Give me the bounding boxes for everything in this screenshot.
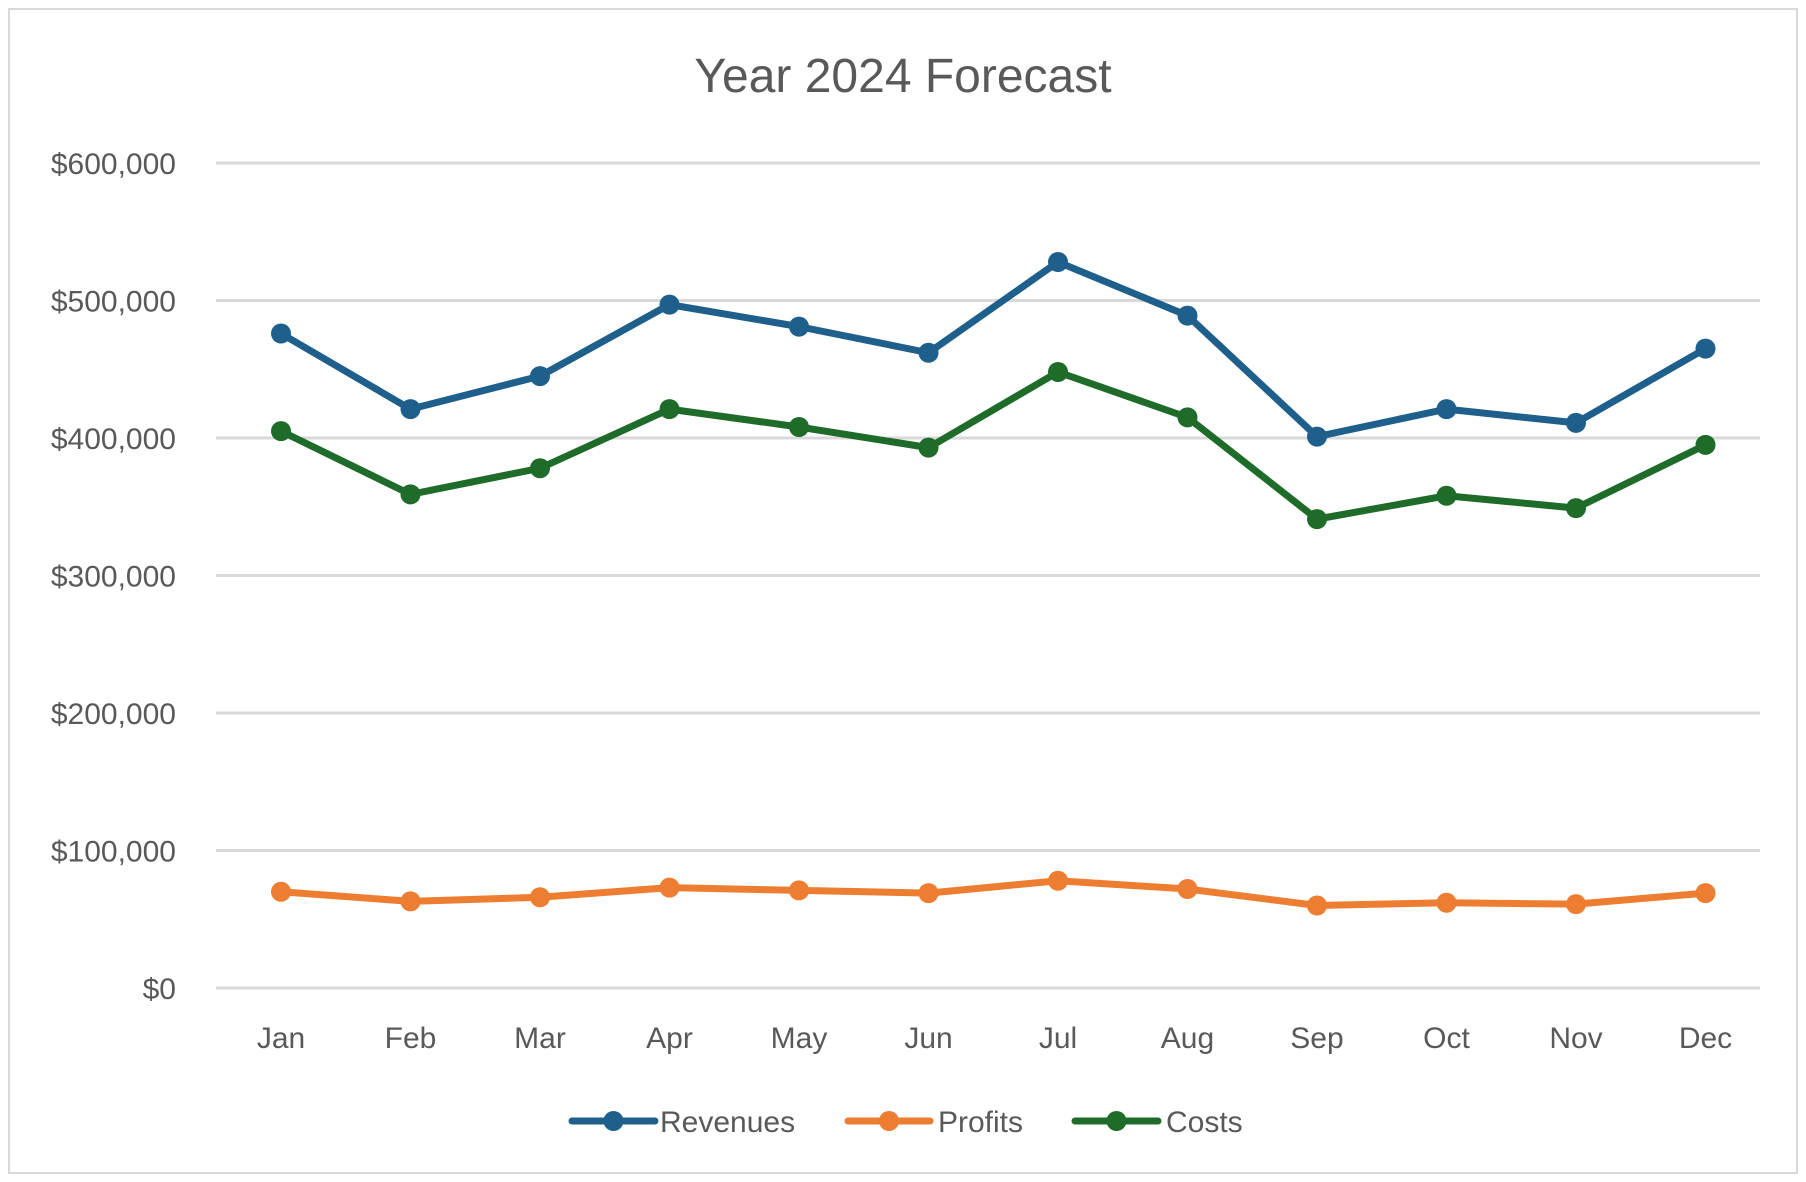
profits-point xyxy=(1048,870,1068,891)
costs-point xyxy=(271,421,291,442)
revenues-point xyxy=(1695,338,1716,359)
legend-swatch-marker xyxy=(603,1111,624,1131)
profits-line xyxy=(277,877,1709,909)
y-tick-label: $300,000 xyxy=(51,561,176,594)
profits-point xyxy=(400,891,421,912)
x-tick-label: Apr xyxy=(646,1022,693,1055)
revenues-point xyxy=(1436,399,1457,420)
y-tick-label: $500,000 xyxy=(51,286,176,319)
legend-item-revenues[interactable]: Revenues xyxy=(568,1106,795,1139)
x-tick-label: Mar xyxy=(514,1022,566,1055)
x-tick-label: Feb xyxy=(385,1022,437,1055)
series-profits xyxy=(271,870,1716,916)
x-tick-label: Sep xyxy=(1290,1022,1343,1055)
profits-point xyxy=(530,887,550,908)
x-tick-label: Oct xyxy=(1423,1022,1470,1055)
profits-point xyxy=(1177,879,1198,899)
revenues-point xyxy=(1177,305,1198,326)
profits-point xyxy=(1436,892,1457,913)
series-revenues xyxy=(271,252,1716,447)
x-tick-label: Dec xyxy=(1679,1022,1732,1055)
x-tick-label: Jun xyxy=(904,1022,952,1055)
profits-point xyxy=(659,877,680,898)
legend-swatch-marker xyxy=(1106,1111,1127,1131)
profits-point xyxy=(271,881,291,902)
y-tick-label: $400,000 xyxy=(51,423,176,456)
x-tick-label: Jul xyxy=(1039,1022,1077,1055)
costs-point xyxy=(530,458,550,479)
profits-point xyxy=(918,883,939,904)
costs-point xyxy=(789,417,809,437)
y-tick-label: $100,000 xyxy=(51,836,176,869)
x-tick-label: May xyxy=(771,1022,828,1055)
legend-item-profits[interactable]: Profits xyxy=(844,1106,1023,1139)
revenues-point xyxy=(789,316,809,337)
x-axis-tick-labels: Jan Feb Mar Apr May Jun Jul Aug Sep Oct Nov Dec xyxy=(257,1022,1732,1055)
costs-point xyxy=(918,437,939,458)
costs-line xyxy=(277,368,1709,523)
legend-swatch-marker xyxy=(879,1111,899,1131)
costs-point xyxy=(659,399,680,420)
revenues-point xyxy=(1566,412,1586,433)
costs-point xyxy=(1307,509,1327,530)
revenues-line xyxy=(277,258,1709,441)
y-tick-label: $600,000 xyxy=(51,148,176,181)
revenues-point xyxy=(659,294,680,315)
gridlines xyxy=(216,161,1760,990)
series-lines xyxy=(271,252,1716,916)
revenues-point xyxy=(530,366,550,387)
profits-point xyxy=(1695,883,1716,904)
legend[interactable]: Revenues Profits Costs xyxy=(568,1106,1243,1139)
legend-label: Costs xyxy=(1166,1106,1243,1139)
costs-point xyxy=(1048,362,1068,382)
costs-point xyxy=(1695,434,1716,455)
x-tick-label: Jan xyxy=(257,1022,305,1055)
series-costs xyxy=(271,362,1716,530)
costs-point xyxy=(400,484,421,505)
revenues-point xyxy=(1307,426,1327,447)
chart-frame xyxy=(8,8,1798,1174)
x-tick-label: Aug xyxy=(1161,1022,1214,1055)
legend-item-costs[interactable]: Costs xyxy=(1071,1106,1243,1139)
costs-point xyxy=(1177,407,1198,428)
profits-point xyxy=(1307,895,1327,916)
legend-label: Profits xyxy=(938,1106,1023,1139)
profits-point xyxy=(789,880,809,901)
costs-point xyxy=(1566,498,1586,519)
x-tick-label: Nov xyxy=(1549,1022,1602,1055)
chart-title: Year 2024 Forecast xyxy=(694,50,1111,103)
y-tick-label: $200,000 xyxy=(51,698,176,731)
profits-point xyxy=(1566,894,1586,915)
revenues-point xyxy=(1048,252,1068,272)
y-axis-tick-labels: $0 $100,000 $200,000 $300,000 $400,000 $500,0… xyxy=(51,148,176,1006)
revenues-point xyxy=(271,323,291,344)
revenues-point xyxy=(918,342,939,363)
legend-label: Revenues xyxy=(660,1106,795,1139)
y-tick-label: $0 xyxy=(143,973,176,1006)
costs-point xyxy=(1436,485,1457,506)
revenues-point xyxy=(400,399,421,420)
